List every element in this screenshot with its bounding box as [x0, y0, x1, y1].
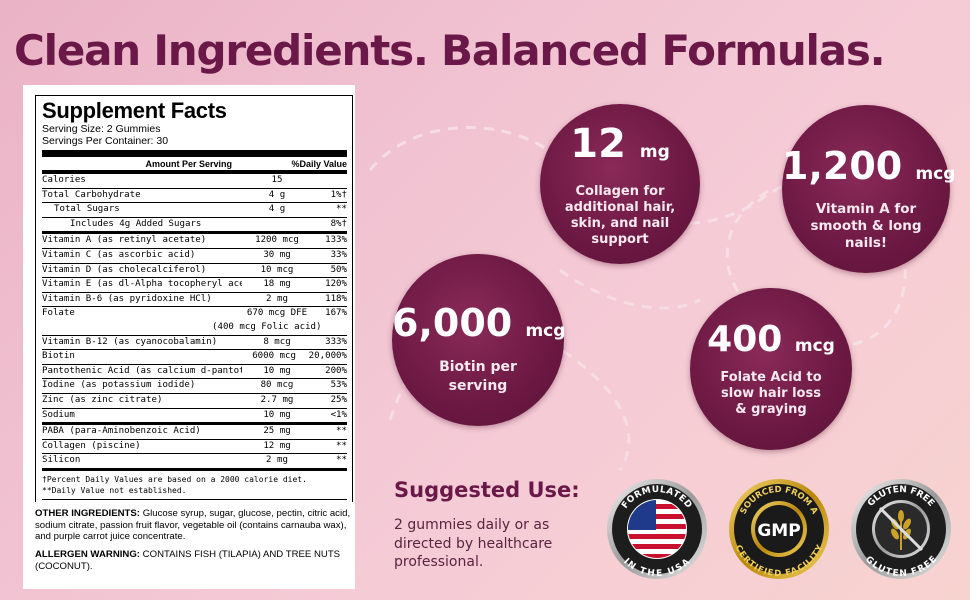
collagen-unit: mg: [639, 142, 670, 162]
supplement-facts-table: Supplement Facts Serving Size: 2 Gummies…: [35, 95, 353, 502]
headline: Clean Ingredients. Balanced Formulas.: [14, 26, 886, 75]
other-ingredients: OTHER INGREDIENTS: Glucose syrup, sugar,…: [35, 508, 355, 543]
vitamin-a-amount: 1,200: [782, 144, 903, 188]
table-row: Vitamin E (as dl-Alpha tocopheryl acetat…: [42, 278, 347, 293]
vitamin-a-unit: mcg: [915, 164, 956, 184]
table-row: Vitamin C (as ascorbic acid) 30 mg 33%: [42, 249, 347, 264]
supplement-facts-title: Supplement Facts: [42, 98, 227, 123]
folate-desc: Folate Acid to slow hair loss & graying: [720, 370, 822, 417]
table-row: Vitamin B-12 (as cyanocobalamin) 8 mcg 333…: [42, 336, 347, 351]
gmp-center-text: GMP: [757, 521, 800, 541]
amount-header: Amount Per Serving: [145, 158, 232, 169]
collagen-desc: Collagen for additional hair, skin, and …: [564, 184, 676, 247]
folate-amount: 400: [707, 319, 783, 360]
footnote-dv: †Percent Daily Values are based on a 200…: [42, 474, 307, 484]
serving-size: Serving Size: 2 Gummies: [42, 123, 161, 135]
table-row: Pantothenic Acid (as calcium d-pantothen…: [42, 365, 347, 380]
servings-per-container: Servings Per Container: 30: [42, 135, 169, 147]
gluten-free-badge: GLUTEN FREE GLUTEN FREE: [851, 479, 951, 579]
biotin-unit: mcg: [525, 321, 566, 341]
table-row: Zinc (as zinc citrate) 2.7 mg 25%: [42, 394, 347, 409]
dv-header: %Daily Value: [291, 158, 347, 169]
suggested-use-text: 2 gummies daily or as directed by health…: [394, 517, 553, 570]
table-row: Total Sugars 4 g **: [42, 203, 347, 218]
table-row: PABA (para-Aminobenzoic Acid) 25 mg **: [42, 425, 347, 440]
footnotes: †Percent Daily Values are based on a 200…: [42, 471, 347, 500]
collagen-amount: 12: [570, 121, 626, 167]
table-row: (400 mcg Folic acid): [42, 321, 347, 336]
biotin-desc: Biotin per serving: [439, 359, 517, 394]
other-ingredients-text: Glucose syrup, sugar, glucose, pectin, c…: [35, 507, 351, 543]
folate-highlight: 400 mcg Folate Acid to slow hair loss & …: [690, 288, 852, 450]
table-row: Includes 4g Added Sugars 8%†: [42, 218, 347, 235]
supplement-facts-panel: Supplement Facts Serving Size: 2 Gummies…: [23, 85, 355, 589]
table-row: Total Carbohydrate 4 g 1%†: [42, 189, 347, 204]
vitamin-a-desc: Vitamin A for smooth & long nails!: [810, 201, 922, 251]
divider: [42, 150, 347, 157]
folate-unit: mcg: [794, 336, 835, 356]
table-row: Collagen (piscine) 12 mg **: [42, 440, 347, 455]
biotin-amount: 6,000: [392, 301, 513, 345]
allergen-warning: ALLERGEN WARNING: CONTAINS FISH (TILAPIA…: [35, 549, 355, 573]
table-row: Vitamin D (as cholecalciferol) 10 mcg 50%: [42, 264, 347, 279]
divider: [42, 171, 347, 174]
footnote-not-established: **Daily Value not established.: [42, 485, 187, 495]
biotin-highlight: 6,000 mcg Biotin per serving: [392, 254, 566, 426]
table-row: Iodine (as potassium iodide) 80 mcg 53%: [42, 379, 347, 394]
table-row: Vitamin B-6 (as pyridoxine HCl) 2 mg 118%: [42, 293, 347, 308]
table-row: Calories 15: [42, 174, 347, 189]
gmp-badge: GMP SOURCED FROM A CERTIFIED FACILITY: [729, 479, 829, 579]
allergen-label: ALLERGEN WARNING:: [35, 549, 140, 561]
table-row: Silicon 2 mg **: [42, 454, 347, 471]
suggested-use-title: Suggested Use:: [394, 478, 580, 502]
other-ingredients-label: OTHER INGREDIENTS:: [35, 507, 141, 519]
vitamin-a-highlight: 1,200 mcg Vitamin A for smooth & long na…: [782, 105, 955, 273]
allergen-text: CONTAINS FISH (TILAPIA) AND TREE NUTS (C…: [35, 549, 341, 573]
collagen-highlight: 12 mg Collagen for additional hair, skin…: [540, 104, 700, 264]
table-row: Vitamin A (as retinyl acetate) 1200 mcg 13…: [42, 234, 347, 249]
formulated-usa-badge: FORMULATED IN THE USA: [607, 479, 707, 579]
table-row: Biotin 6000 mcg 20,000%: [42, 350, 347, 365]
table-header: Amount Per Serving %Daily Value: [42, 157, 347, 171]
table-row: Folate 670 mcg DFE 167%: [42, 308, 347, 319]
table-row: Sodium 10 mg <1%: [42, 409, 347, 426]
